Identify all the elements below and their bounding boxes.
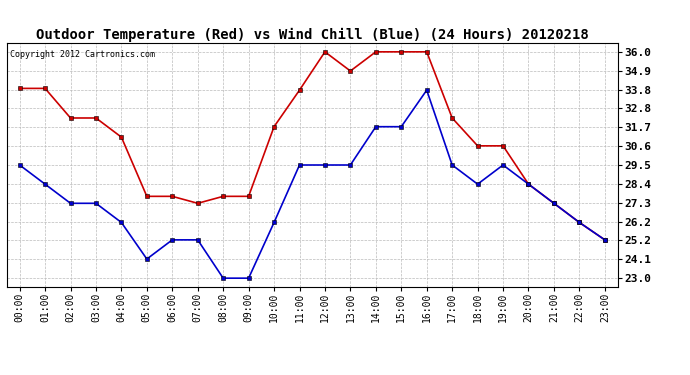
Title: Outdoor Temperature (Red) vs Wind Chill (Blue) (24 Hours) 20120218: Outdoor Temperature (Red) vs Wind Chill … [36, 28, 589, 42]
Text: Copyright 2012 Cartronics.com: Copyright 2012 Cartronics.com [10, 51, 155, 59]
